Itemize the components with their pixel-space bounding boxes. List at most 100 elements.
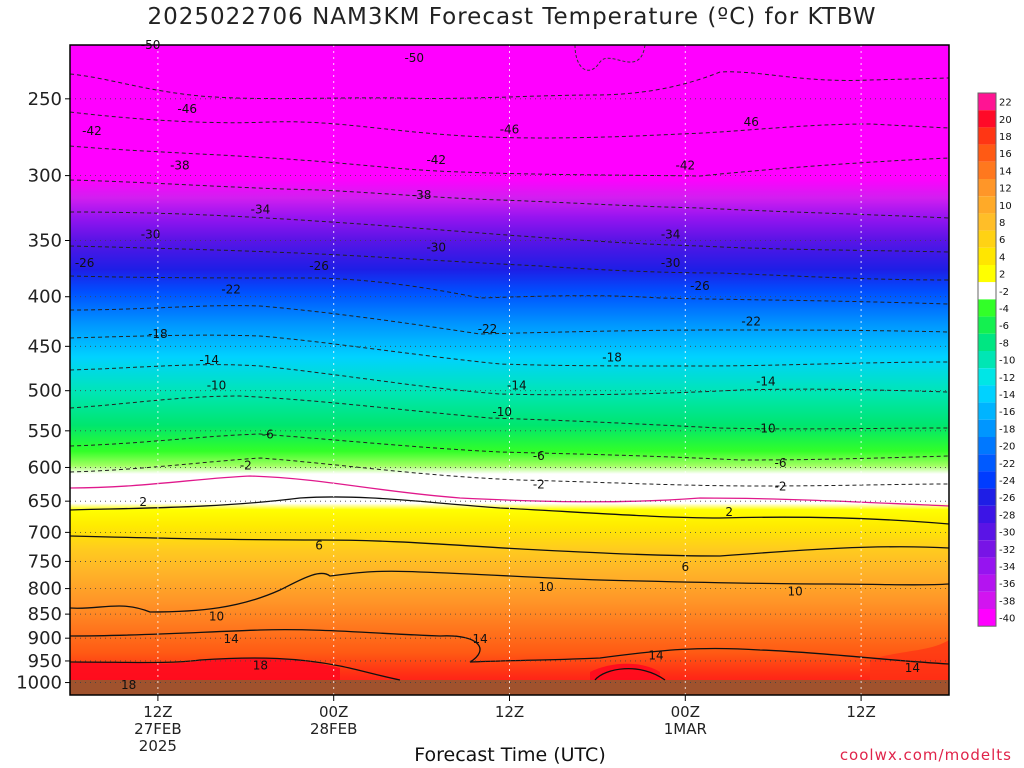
colorbar-label: 12 (999, 184, 1012, 195)
y-tick-label: 1000 (16, 673, 62, 694)
contour-label: -6 (533, 449, 545, 463)
contour-18 (70, 657, 401, 681)
colorbar-label: 20 (999, 115, 1012, 126)
y-tick-label: 500 (28, 381, 62, 402)
contour-label: -22 (741, 314, 761, 328)
colorbar-label: 10 (999, 201, 1012, 212)
colorbar-swatch (978, 127, 996, 145)
contour-label: -14 (199, 353, 219, 367)
colorbar-label: -6 (999, 321, 1009, 332)
contour-label: 14 (473, 632, 488, 646)
x-tick-label: 00Z (671, 703, 700, 721)
colorbar-swatch (978, 282, 996, 300)
colorbar-label: 16 (999, 149, 1012, 160)
colorbar-frame (977, 92, 997, 627)
y-tick-label: 600 (28, 457, 62, 478)
x-axis-label: Forecast Time (UTC) (414, 744, 606, 766)
colorbar-label: -26 (999, 493, 1015, 504)
colorbar-swatch (978, 557, 996, 575)
y-tick-label: 950 (28, 651, 62, 672)
colorbar-label: -36 (999, 579, 1015, 590)
colorbar-swatch (978, 402, 996, 420)
contour-minus42 (70, 145, 949, 177)
contour-lines (70, 71, 949, 681)
contour-label: 2 (725, 505, 733, 519)
colorbar-label: -20 (999, 442, 1015, 453)
contour-label: -34 (251, 202, 271, 216)
contour-14 (70, 628, 949, 665)
contour-label: -26 (75, 256, 95, 270)
y-tick-label: 250 (28, 89, 62, 110)
contour-label: 6 (681, 560, 689, 574)
y-tick-label: 850 (28, 604, 62, 625)
y-tick-label: 650 (28, 491, 62, 512)
colorbar-swatch (978, 488, 996, 506)
contour-18-east (594, 668, 666, 681)
colorbar-swatch (978, 574, 996, 592)
y-tick-label: 300 (28, 166, 62, 187)
contour-label: 14 (648, 649, 663, 663)
contour-label: 46 (744, 115, 759, 129)
contour-minus30 (70, 245, 949, 281)
x-tick-label: 27FEB (134, 720, 181, 738)
colorbar-label: -28 (999, 510, 1015, 521)
contour-minus10 (70, 395, 949, 430)
contour-label: 14 (905, 661, 920, 675)
y-tick-label: 800 (28, 579, 62, 600)
colorbar-label: -22 (999, 459, 1015, 470)
colorbar-swatch (978, 419, 996, 437)
x-tick-label: 2025 (139, 737, 177, 755)
colorbar-swatch (978, 265, 996, 283)
contour-2 (70, 496, 949, 525)
colorbar-swatch (978, 110, 996, 128)
colorbar-label: -40 (999, 614, 1015, 625)
contour-label: -14 (756, 374, 776, 388)
cold-pocket-1 (574, 45, 646, 71)
contour-minus46 (70, 111, 949, 139)
colorbar-label: -18 (999, 424, 1015, 435)
colorbar-label: -8 (999, 338, 1009, 349)
colorbar-swatch (978, 230, 996, 248)
contour-zero (70, 475, 949, 507)
colorbar-label: -14 (999, 390, 1015, 401)
y-tick-label: 750 (28, 551, 62, 572)
contour-label: -10 (207, 379, 227, 393)
colorbar-label: -16 (999, 407, 1015, 418)
colorbar-swatch (978, 316, 996, 334)
colorbar-swatch (978, 247, 996, 265)
contour-label: -38 (412, 188, 432, 202)
contour-label: -18 (148, 327, 168, 341)
x-tick-label: 1MAR (664, 720, 707, 738)
contour-label: -50 (404, 51, 424, 65)
colorbar-swatch (978, 333, 996, 351)
contour-label: -30 (661, 256, 681, 270)
colorbar-swatch (978, 161, 996, 179)
contour-label: -42 (82, 124, 102, 138)
contour-label: -26 (690, 279, 710, 293)
contour-minus6 (70, 433, 949, 461)
colorbar-swatch (978, 437, 996, 455)
colorbar-swatch (978, 93, 996, 111)
x-tick-label: 28FEB (310, 720, 357, 738)
colorbar-label: 18 (999, 132, 1012, 143)
credit-text: coolwx.com/modelts (839, 746, 1012, 764)
colorbar-label: -10 (999, 356, 1015, 367)
colorbar-label: -32 (999, 545, 1015, 556)
contour-label: 18 (121, 678, 136, 692)
grid-lines (70, 45, 949, 695)
contour-minus34 (70, 211, 949, 253)
x-tick-label: 12Z (846, 703, 875, 721)
contour-label: -22 (478, 322, 498, 336)
colorbar-swatch (978, 471, 996, 489)
contour-10 (70, 570, 949, 613)
colorbar-swatch (978, 523, 996, 541)
colorbar-swatch (978, 505, 996, 523)
warm-pocket-3 (870, 640, 949, 690)
colorbar-label: -4 (999, 304, 1009, 315)
colorbar-swatch (978, 454, 996, 472)
contour-label: -10 (492, 405, 512, 419)
contour-label: -42 (426, 153, 446, 167)
x-tick-label: 12Z (143, 703, 172, 721)
